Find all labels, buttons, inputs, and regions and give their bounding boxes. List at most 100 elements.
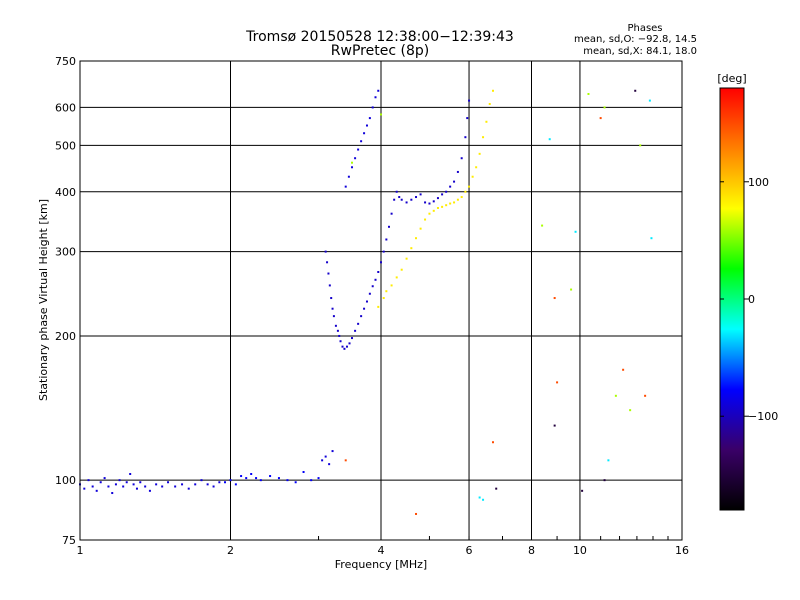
data-point [650,237,653,240]
data-point [603,479,606,482]
data-point [240,475,243,478]
colorbar-unit: [deg] [717,72,746,85]
data-point [393,198,396,201]
data-point [324,250,327,253]
data-point [107,485,110,488]
data-point [161,485,164,488]
data-point [468,185,471,188]
data-point [382,297,385,300]
data-point [541,224,544,227]
data-point [368,117,371,120]
data-point [553,424,556,427]
x-tick-label: 6 [466,544,473,557]
data-point [326,261,329,264]
data-point [343,347,346,350]
data-point [395,190,398,193]
phase-note-x: mean, sd,X: 84.1, 18.0 [583,46,697,57]
data-point [310,479,313,482]
data-point [491,89,494,92]
data-point [574,230,577,233]
data-point [332,315,335,318]
data-point [478,152,481,155]
data-point [398,196,401,199]
colorbar-tick-label: 100 [748,176,769,189]
data-point [377,89,380,92]
plot-frame [79,60,683,541]
data-point [634,89,637,92]
y-tick-label: 600 [55,101,76,114]
data-point [607,459,610,462]
data-point [482,498,485,501]
data-point [485,120,488,123]
data-point [428,202,431,205]
grid-lines [80,61,682,540]
data-point [380,113,382,116]
y-tick-label: 500 [55,139,76,152]
data-point [336,329,339,332]
data-point [441,193,444,196]
data-point [432,209,435,212]
x-tick-label: 8 [528,544,535,557]
x-tick-label: 2 [227,544,234,557]
data-point [365,300,368,303]
data-point [99,481,102,484]
data-point [400,198,403,201]
data-point [599,117,602,120]
data-point [269,475,272,478]
data-point [327,272,330,275]
data-point [460,196,463,199]
y-tick-label: 100 [55,474,76,487]
data-point [167,481,170,484]
data-point [334,324,337,327]
data-point [328,463,331,466]
data-points [79,89,653,515]
data-point [424,218,427,221]
data-point [449,185,452,188]
y-tick-label: 75 [62,534,76,547]
data-point [206,483,209,486]
data-point [468,99,471,102]
y-tick-label: 200 [55,330,76,343]
data-point [441,205,444,208]
data-point [478,496,481,499]
data-point [347,175,350,178]
data-point [148,489,151,492]
data-point [348,342,351,345]
data-point [218,481,221,484]
x-tick-label: 16 [675,544,689,557]
data-point [368,292,371,295]
data-point [200,479,203,482]
data-point [436,206,439,209]
data-point [445,190,448,193]
data-point [360,140,363,143]
data-point [548,138,551,141]
data-point [482,136,485,139]
data-point [344,459,347,462]
data-point [387,225,390,228]
data-point [135,487,138,490]
x-axis-label: Frequency [MHz] [335,558,427,571]
data-point [351,161,354,164]
data-point [460,157,463,160]
data-point [377,305,380,308]
data-point [103,477,106,480]
data-point [449,202,452,205]
y-tick-label: 300 [55,246,76,259]
data-point [405,257,408,260]
data-point [395,276,398,279]
data-point [390,212,393,215]
data-point [118,479,121,482]
data-point [365,124,368,127]
data-point [344,185,347,188]
data-point [345,345,348,348]
data-point [491,441,494,444]
data-point [390,284,393,287]
data-point [83,487,86,490]
chart-subtitle: RwPretec (8p) [331,43,429,59]
colorbar: [deg] 100 0 −100 [717,72,778,511]
data-point [259,479,262,482]
data-point [374,278,377,281]
phase-note-o: mean, sd,O: −92.8, 14.5 [574,34,697,45]
x-tick-label: 4 [378,544,385,557]
data-point [466,117,469,120]
